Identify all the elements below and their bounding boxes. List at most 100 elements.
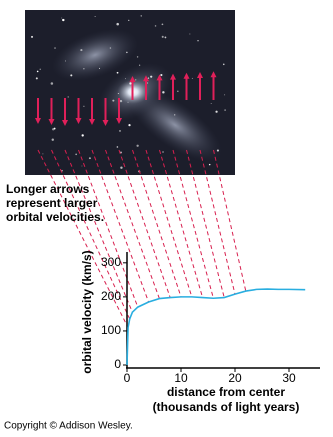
star [62,18,65,22]
star [67,96,69,98]
star [119,99,123,103]
stars [30,15,226,173]
guide-line [186,149,225,298]
guide-line [172,149,214,299]
star [208,163,211,166]
y-axis-label: orbital velocity (km/s) [80,250,94,373]
guide-line [37,149,129,328]
guide-line [213,149,247,292]
star [30,35,34,38]
star [174,114,176,116]
star [116,71,119,74]
star [162,151,164,153]
guide-line [199,149,236,295]
y-tick-label: 100 [101,323,121,337]
star [147,77,150,79]
star [129,82,132,85]
star [42,153,44,155]
annotation: represent larger [6,196,98,210]
star [36,70,39,73]
arrow-head [62,120,68,126]
star [215,110,218,113]
star [112,99,115,102]
star [191,77,193,79]
star [177,90,179,92]
star [216,149,220,152]
guide-line [105,149,160,299]
star [119,130,121,132]
star [135,79,137,81]
star [64,60,66,62]
star [61,17,63,19]
arrow-head [210,71,217,78]
x-tick-label: 20 [228,371,242,385]
x-tick-label: 0 [124,371,131,385]
star [88,157,91,160]
star [80,49,83,52]
annotation: Longer arrows [6,182,90,196]
star [222,63,225,66]
guide-line [159,149,204,298]
star [53,127,56,130]
star [189,33,191,35]
star [81,134,84,137]
star [50,82,54,85]
y-tick-label: 300 [101,255,121,269]
arrow-head [48,119,55,125]
x-axis-label: (thousands of light years) [153,400,300,414]
arrow-head [197,72,203,78]
star [224,109,226,111]
star [164,36,167,39]
arrow-head [102,120,109,126]
velocity-arrows [35,71,217,126]
star [161,35,164,38]
y-tick-label: 0 [114,357,121,371]
star [116,22,119,26]
star [160,73,163,77]
arrow-head [143,75,149,82]
star [39,68,41,70]
arrow-head [116,118,122,124]
star [109,47,112,49]
guide-line [51,149,131,320]
guide-line [145,149,193,298]
star [139,64,141,66]
star [125,78,126,80]
star [83,105,85,107]
star [210,103,212,104]
x-axis-label: distance from center [167,385,285,399]
star [128,124,131,127]
star [150,75,153,78]
arrow-head [183,72,190,79]
star [70,74,73,77]
star [83,68,85,70]
guide-line [64,149,133,313]
star [136,144,139,147]
star [120,166,123,169]
star [154,25,157,27]
star [128,19,130,22]
star [162,91,165,94]
arrow-head [75,118,82,124]
star [224,94,226,96]
star [140,15,142,17]
guide-line [118,149,171,298]
star [51,138,54,141]
copyright: Copyright © Addison Wesley. [4,421,133,432]
star [81,165,83,167]
star [147,82,149,84]
guide-line [91,149,150,303]
star [127,101,129,103]
star [116,146,119,148]
arrow-head [89,119,95,125]
x-tick-label: 10 [174,371,188,385]
star [197,40,199,42]
x-tick-label: 30 [282,371,296,385]
star [126,51,128,54]
arrow-head [129,76,136,82]
guide-lines [37,149,247,328]
rotation-curve [126,288,306,366]
star [94,15,96,17]
guide-line [132,149,182,298]
star [136,56,139,58]
